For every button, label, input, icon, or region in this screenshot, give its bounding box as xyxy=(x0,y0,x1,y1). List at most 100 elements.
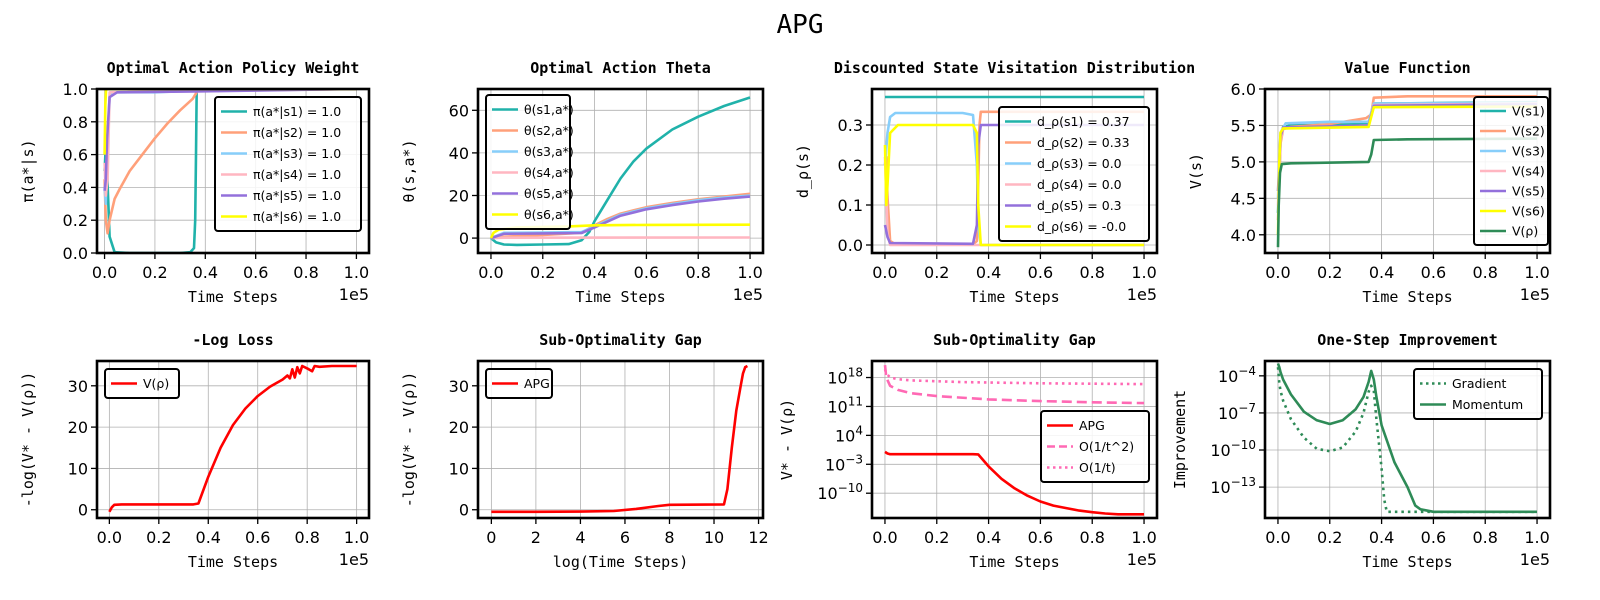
y-tick-label: 10−10 xyxy=(817,481,863,503)
y-tick-label: 20 xyxy=(68,418,88,437)
x-tick-label: 0.2 xyxy=(1317,528,1342,547)
x-axis-label: Time Steps xyxy=(1362,553,1452,571)
legend-label: θ(s3,a*) xyxy=(524,144,574,159)
series-line xyxy=(883,123,1144,247)
series-line xyxy=(103,89,357,191)
panel-title: -Log Loss xyxy=(192,331,273,349)
legend-label: d_ρ(s2) = 0.33 xyxy=(1037,135,1130,150)
y-tick-label: 1018 xyxy=(827,366,863,388)
legend-label: π(a*|s5) = 1.0 xyxy=(253,188,341,203)
y-axis-label: -log(V* - V(ρ)) xyxy=(19,372,37,507)
y-tick-label: 20 xyxy=(449,186,469,205)
y-tick-label: 10−3 xyxy=(825,452,863,474)
legend-box xyxy=(1413,368,1543,420)
y-tick-label: 0.2 xyxy=(838,156,863,175)
legend-label: Momentum xyxy=(1452,397,1523,412)
x-offset-label: 1e5 xyxy=(339,285,369,304)
legend: θ(s1,a*) θ(s2,a*) θ(s3,a*) θ(s4,a*) θ(s5,a*)… xyxy=(485,94,574,230)
legend-label: π(a*|s3) = 1.0 xyxy=(253,146,341,161)
x-tick-label: 0.2 xyxy=(530,263,555,282)
panel-2: 0.0 0.2 0.4 0.6 0.8 1.0 0 20 40 60 1e5 Optimal Acti… xyxy=(400,59,765,306)
legend-label: d_ρ(s6) = -0.0 xyxy=(1037,219,1126,234)
y-axis-label: V(s) xyxy=(1187,153,1205,189)
legend-label: π(a*|s1) = 1.0 xyxy=(253,104,341,119)
legend-label: O(1/t) xyxy=(1079,460,1116,475)
legend-label: θ(s2,a*) xyxy=(524,123,574,138)
legend: π(a*|s1) = 1.0 π(a*|s2) = 1.0 π(a*|s3) = 1… xyxy=(214,96,362,232)
x-tick-label: 0.4 xyxy=(193,263,218,282)
x-tick-label: 0.8 xyxy=(294,528,319,547)
y-tick-label: 10−10 xyxy=(1210,438,1256,460)
y-tick-label: 0.4 xyxy=(63,178,88,197)
x-tick-label: 1.0 xyxy=(344,528,369,547)
y-axis-label: π(a*|s) xyxy=(19,139,37,202)
plot-frame xyxy=(870,359,1159,520)
legend-label: θ(s4,a*) xyxy=(524,165,574,180)
y-tick-label: 10−13 xyxy=(1210,475,1256,497)
x-tick-label: 0.0 xyxy=(92,263,117,282)
panel-title: One-Step Improvement xyxy=(1317,331,1498,349)
x-tick-label: 0.8 xyxy=(1473,263,1498,282)
y-tick-label: 0.8 xyxy=(63,113,88,132)
legend: Gradient Momentum xyxy=(1413,368,1543,420)
x-tick-label: 0.0 xyxy=(1265,528,1290,547)
x-tick-label: 0.2 xyxy=(924,528,949,547)
x-tick-label: 0.4 xyxy=(976,528,1001,547)
x-tick-label: 0.6 xyxy=(1028,263,1053,282)
legend-label: π(a*|s6) = 1.0 xyxy=(253,209,341,224)
panel-5: 0.0 0.2 0.4 0.6 0.8 1.0 0 10 20 30 1e5 -Log Loss Tim… xyxy=(19,331,371,571)
legend-label: APG xyxy=(524,376,550,391)
chart-panels: 0.0 0.2 0.4 0.6 0.8 1.0 0.0 0.2 0.4 0.6 0.8 1.0 1e5 O… xyxy=(19,59,1552,571)
series-group xyxy=(1276,363,1537,514)
x-tick-label: 0.8 xyxy=(1473,528,1498,547)
series-line xyxy=(1276,363,1537,514)
y-tick-label: 40 xyxy=(449,144,469,163)
series-line xyxy=(883,123,1144,246)
y-tick-label: 1.0 xyxy=(63,80,88,99)
series-group xyxy=(1276,95,1538,248)
x-tick-label: 4 xyxy=(575,528,585,547)
legend: d_ρ(s1) = 0.37 d_ρ(s2) = 0.33 d_ρ(s3) = 0.… xyxy=(998,106,1150,242)
x-tick-label: 1.0 xyxy=(737,263,762,282)
x-axis-label: Time Steps xyxy=(969,288,1059,306)
figure-title: APG xyxy=(777,10,824,40)
legend-label: d_ρ(s3) = 0.0 xyxy=(1037,156,1122,171)
x-tick-label: 0.6 xyxy=(1421,528,1446,547)
x-tick-label: 0.0 xyxy=(97,528,122,547)
x-tick-label: 0.8 xyxy=(686,263,711,282)
y-tick-label: 104 xyxy=(835,423,863,445)
y-axis-label: θ(s,a*) xyxy=(400,139,418,202)
series-line xyxy=(490,236,751,240)
x-tick-label: 0.6 xyxy=(243,263,268,282)
x-offset-label: 1e5 xyxy=(1127,550,1157,569)
panel-7: 0.0 0.2 0.4 0.6 0.8 1.0 10−10 10−3 104 1011 1018 1e… xyxy=(778,331,1159,571)
panel-4: 0.0 0.2 0.4 0.6 0.8 1.0 4.0 4.5 5.0 5.5 6.0 1e5 Valu… xyxy=(1187,59,1552,306)
y-tick-label: 1011 xyxy=(827,394,863,416)
x-tick-label: 0.6 xyxy=(634,263,659,282)
x-offset-label: 1e5 xyxy=(1520,285,1550,304)
series-line xyxy=(103,89,357,155)
legend: APG O(1/t^2) O(1/t) xyxy=(1040,410,1150,483)
y-tick-label: 60 xyxy=(449,101,469,120)
legend: V(ρ) xyxy=(104,368,180,399)
series-line xyxy=(103,89,357,235)
y-axis-label: V* - V(ρ) xyxy=(778,399,796,480)
plot-frame xyxy=(870,87,1159,255)
y-tick-label: 0.3 xyxy=(838,116,863,135)
y-tick-label: 4.0 xyxy=(1231,226,1256,245)
x-tick-label: 0 xyxy=(486,528,496,547)
legend-box xyxy=(998,106,1150,242)
x-tick-label: 0.6 xyxy=(1028,528,1053,547)
y-tick-label: 6.0 xyxy=(1231,80,1256,99)
x-tick-label: 0.4 xyxy=(196,528,221,547)
series-line xyxy=(883,368,1145,386)
x-tick-label: 2 xyxy=(531,528,541,547)
x-tick-label: 0.4 xyxy=(1369,263,1394,282)
series-group xyxy=(491,364,749,514)
x-tick-label: 0.2 xyxy=(924,263,949,282)
legend-label: V(s1) xyxy=(1512,104,1545,119)
x-axis-label: Time Steps xyxy=(1362,288,1452,306)
x-tick-label: 0.2 xyxy=(1317,263,1342,282)
x-axis-label: log(Time Steps) xyxy=(553,553,688,571)
